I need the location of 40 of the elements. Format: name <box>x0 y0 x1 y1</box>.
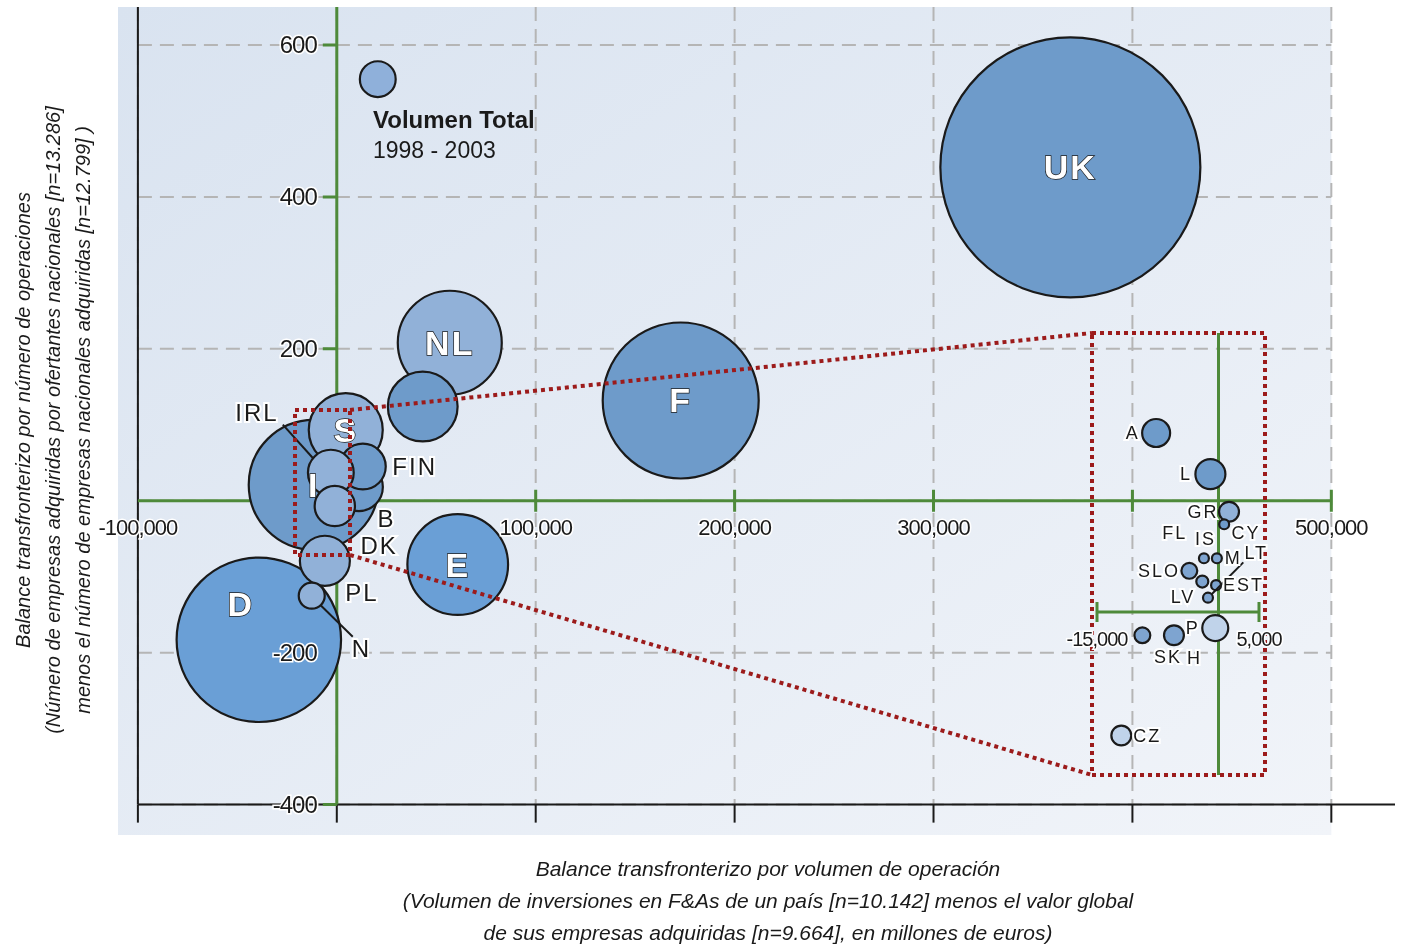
x-tick-label: 5,000 <box>1236 628 1283 650</box>
annotation: FIN <box>392 453 437 481</box>
annotation: SK <box>1154 646 1183 667</box>
y-tick-label: 600 <box>279 31 318 59</box>
annotation: F <box>669 381 693 420</box>
annotation: B <box>377 504 396 532</box>
annotation: DK <box>360 531 398 559</box>
annotation: IRL <box>235 399 279 427</box>
annotation: IS <box>1195 528 1217 549</box>
annotation: A <box>1125 423 1140 443</box>
annotation: PL <box>345 579 379 607</box>
x-axis-title: Balance transfronterizo por volumen de operación (Volumen de inversiones en F&As de un país [n=10.142] menos el valor global de sus empresas adquiridas [n=9.664], en millones de euros) <box>402 857 1135 944</box>
x-tick-label: -15,000 <box>1066 628 1129 650</box>
annotation: D <box>227 585 255 624</box>
x-tick-label: 200,000 <box>698 514 772 540</box>
annotation: H <box>1187 648 1203 669</box>
annotation: LT <box>1244 543 1269 564</box>
annotation: SLO <box>1137 560 1180 581</box>
y-axis-title: Balance transfronterizo por número de operaciones (Número de empresas adquiridas por ofertantes nacionales [n=13.286] menos el número de empresas nacionales adquiridas [n=12.799] ) <box>12 105 94 734</box>
x-tick-label: 100,000 <box>499 514 573 540</box>
x-tick-label: 300,000 <box>897 514 971 540</box>
x-tick-label: 500,000 <box>1295 514 1369 540</box>
annotation: M <box>1224 548 1242 569</box>
annotation: GR <box>1187 501 1219 522</box>
annotation: N <box>351 635 372 663</box>
y-tick-label: 200 <box>279 335 318 363</box>
annotation: FL <box>1162 523 1188 544</box>
y-tick-label: 400 <box>279 183 318 211</box>
annotation: Volumen Total <box>373 106 535 133</box>
annotation: E <box>445 545 471 584</box>
annotation: LV <box>1170 586 1196 607</box>
y-tick-label: -200 <box>272 639 318 667</box>
annotation: UK <box>1043 148 1097 187</box>
annotation: P <box>1185 618 1200 639</box>
annotation: L <box>1179 464 1192 485</box>
annotation: NL <box>425 323 475 362</box>
annotation: CY <box>1231 523 1261 544</box>
annotation: 1998 - 2003 <box>373 137 496 163</box>
annotation: CZ <box>1133 725 1162 746</box>
annotation: EST <box>1222 575 1264 596</box>
